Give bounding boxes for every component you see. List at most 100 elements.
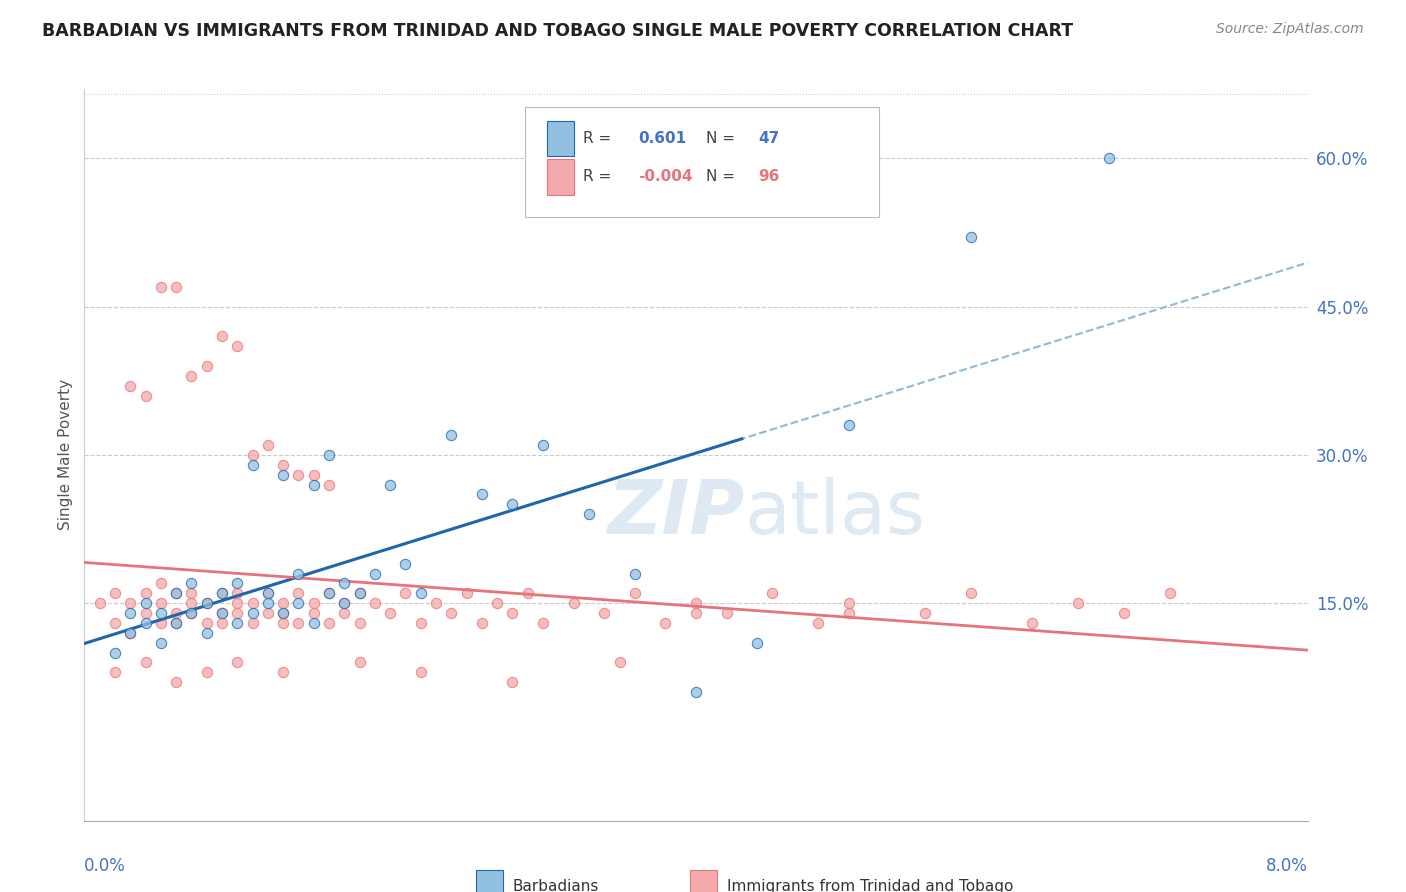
Point xyxy=(135,586,157,600)
Point xyxy=(211,606,233,620)
Point xyxy=(211,586,233,600)
Point xyxy=(226,586,249,600)
Point xyxy=(165,615,187,630)
Point xyxy=(211,329,233,343)
Point xyxy=(914,606,936,620)
Point xyxy=(1159,586,1181,600)
Point xyxy=(180,606,202,620)
Point xyxy=(89,596,111,610)
Point xyxy=(531,615,554,630)
Text: R =: R = xyxy=(583,131,617,146)
Bar xyxy=(547,121,574,156)
Point xyxy=(394,586,416,600)
Point xyxy=(654,615,676,630)
Point xyxy=(271,458,294,472)
Point xyxy=(211,615,233,630)
Point xyxy=(211,586,233,600)
Bar xyxy=(475,871,503,892)
Point xyxy=(242,458,264,472)
Point xyxy=(104,646,127,660)
Point xyxy=(135,606,157,620)
Point xyxy=(257,586,280,600)
Point xyxy=(226,596,249,610)
Point xyxy=(135,615,157,630)
Point xyxy=(180,576,202,591)
Point xyxy=(120,625,142,640)
Point xyxy=(1098,152,1121,166)
Point xyxy=(716,606,738,620)
Point xyxy=(165,615,187,630)
Text: 47: 47 xyxy=(758,131,779,146)
Point xyxy=(394,557,416,571)
Point xyxy=(531,438,554,452)
Text: 0.601: 0.601 xyxy=(638,131,686,146)
Point xyxy=(180,606,202,620)
Point xyxy=(1021,615,1043,630)
Point xyxy=(364,596,387,610)
Text: Immigrants from Trinidad and Tobago: Immigrants from Trinidad and Tobago xyxy=(727,879,1012,892)
Point xyxy=(502,497,524,511)
Point xyxy=(287,467,309,482)
Point xyxy=(195,596,218,610)
Point xyxy=(226,606,249,620)
Text: 8.0%: 8.0% xyxy=(1265,857,1308,875)
Point xyxy=(149,576,172,591)
Text: Barbadians: Barbadians xyxy=(513,879,599,892)
Point xyxy=(349,656,371,670)
Point xyxy=(120,606,142,620)
Point xyxy=(165,586,187,600)
Point xyxy=(195,359,218,373)
Point xyxy=(226,656,249,670)
Point xyxy=(609,656,631,670)
Point xyxy=(349,615,371,630)
Point xyxy=(195,615,218,630)
Point xyxy=(302,477,325,491)
Point xyxy=(960,230,983,244)
Point xyxy=(838,606,860,620)
Text: Source: ZipAtlas.com: Source: ZipAtlas.com xyxy=(1216,22,1364,37)
Point xyxy=(440,606,463,620)
Point xyxy=(149,596,172,610)
Point xyxy=(409,586,432,600)
Text: R =: R = xyxy=(583,169,617,185)
Y-axis label: Single Male Poverty: Single Male Poverty xyxy=(58,379,73,531)
Point xyxy=(226,576,249,591)
Point xyxy=(333,606,356,620)
Point xyxy=(838,596,860,610)
Point xyxy=(318,448,340,462)
Point xyxy=(333,576,356,591)
Point xyxy=(333,596,356,610)
Point xyxy=(104,586,127,600)
Bar xyxy=(547,160,574,194)
Point xyxy=(471,487,494,501)
Text: ZIP: ZIP xyxy=(607,477,745,550)
Point xyxy=(761,586,783,600)
Point xyxy=(120,596,142,610)
Point xyxy=(135,389,157,403)
Point xyxy=(318,586,340,600)
Point xyxy=(104,665,127,680)
Point xyxy=(486,596,509,610)
Point xyxy=(242,596,264,610)
Point xyxy=(685,606,707,620)
Point xyxy=(271,606,294,620)
Point xyxy=(349,586,371,600)
Point xyxy=(180,368,202,383)
Point xyxy=(165,675,187,690)
Point xyxy=(257,586,280,600)
Point xyxy=(349,586,371,600)
Point xyxy=(271,665,294,680)
Text: N =: N = xyxy=(706,131,740,146)
Point xyxy=(1114,606,1136,620)
Point xyxy=(287,596,309,610)
Point xyxy=(364,566,387,581)
Point xyxy=(271,606,294,620)
Point xyxy=(409,615,432,630)
Point xyxy=(271,596,294,610)
Point xyxy=(242,606,264,620)
Point xyxy=(226,339,249,353)
Point xyxy=(302,615,325,630)
Point xyxy=(104,615,127,630)
Point xyxy=(440,428,463,442)
Point xyxy=(471,615,494,630)
